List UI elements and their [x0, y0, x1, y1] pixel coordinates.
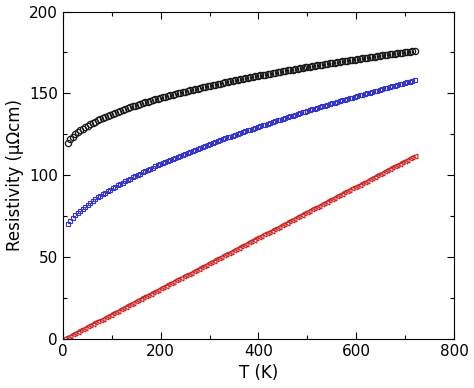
Y-axis label: Resistivity (μΩcm): Resistivity (μΩcm): [6, 99, 24, 251]
X-axis label: T (K): T (K): [239, 364, 278, 383]
